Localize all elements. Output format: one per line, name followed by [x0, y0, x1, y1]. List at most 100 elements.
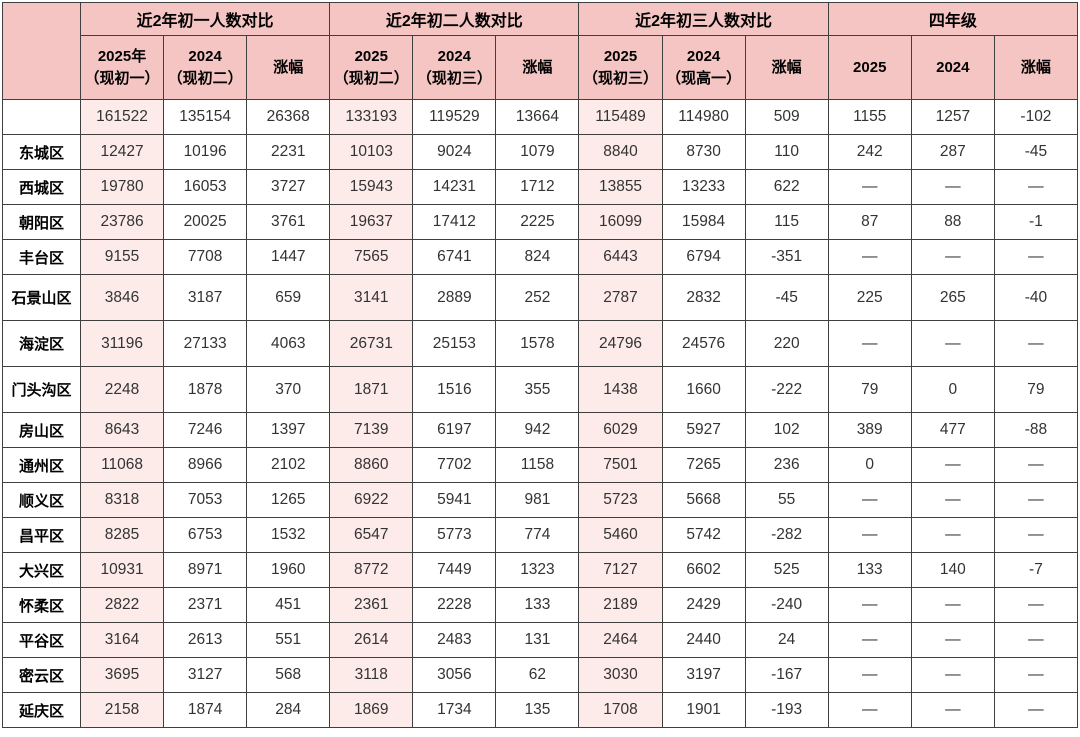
col-header-g8-2025: 2025 （现初二） — [329, 35, 414, 100]
row-label: 朝阳区 — [2, 204, 81, 240]
cell: 0 — [827, 447, 912, 483]
cell: 370 — [246, 366, 331, 413]
cell: 13233 — [661, 169, 746, 205]
cell: 7449 — [412, 552, 497, 588]
cell: 4063 — [246, 320, 331, 367]
cell: — — [827, 657, 912, 693]
cell: 8318 — [79, 482, 165, 518]
col-header-g9-change: 涨幅 — [744, 35, 829, 100]
cell: -45 — [993, 134, 1079, 170]
cell: 161522 — [79, 99, 165, 135]
col-header-g8-2024: 2024 （现初三） — [412, 35, 497, 100]
cell: 8971 — [163, 552, 248, 588]
cell: 79 — [993, 366, 1079, 413]
table-row: 怀柔区 2822 2371 451 2361 2228 133 2189 242… — [2, 587, 1079, 623]
cell: 1708 — [578, 692, 663, 728]
cell: — — [993, 622, 1079, 658]
cell: 2225 — [495, 204, 580, 240]
cell: 26368 — [246, 99, 331, 135]
cell: 1447 — [246, 239, 331, 275]
cell: — — [993, 657, 1079, 693]
cell: 0 — [910, 366, 995, 413]
cell: 3761 — [246, 204, 331, 240]
cell: 981 — [495, 482, 580, 518]
table-body: 161522 135154 26368 133193 119529 13664 … — [2, 99, 1079, 728]
cell: 2614 — [329, 622, 414, 658]
cell: -45 — [744, 274, 829, 321]
column-header-row: 2025年 （现初一） 2024 （现初二） 涨幅 2025 （现初二） 202… — [3, 35, 1079, 100]
cell: 2440 — [661, 622, 746, 658]
table-header: 近2年初一人数对比 近2年初二人数对比 近2年初三人数对比 四年级 2025年 … — [2, 2, 1079, 100]
col-header-g4-2024: 2024 — [910, 35, 995, 100]
cell: 110 — [744, 134, 829, 170]
cell: 8860 — [329, 447, 414, 483]
group-title-grade7: 近2年初一人数对比 — [79, 2, 331, 36]
row-label: 平谷区 — [2, 622, 81, 658]
cell: 2361 — [329, 587, 414, 623]
cell: 774 — [495, 517, 580, 553]
cell: 6197 — [412, 412, 497, 448]
cell: 1155 — [827, 99, 912, 135]
cell: 2464 — [578, 622, 663, 658]
cell: 9155 — [79, 239, 165, 275]
cell: 6753 — [163, 517, 248, 553]
cell: — — [910, 320, 995, 367]
row-label: 丰台区 — [2, 239, 81, 275]
cell: 24796 — [578, 320, 663, 367]
cell: 1079 — [495, 134, 580, 170]
row-label: 通州区 — [2, 447, 81, 483]
cell: 1516 — [412, 366, 497, 413]
cell: 1532 — [246, 517, 331, 553]
cell: 14231 — [412, 169, 497, 205]
cell: 9024 — [412, 134, 497, 170]
cell: 131 — [495, 622, 580, 658]
row-label: 海淀区 — [2, 320, 81, 367]
col-header-g4-2025: 2025 — [827, 35, 912, 100]
cell: 5927 — [661, 412, 746, 448]
cell: 824 — [495, 239, 580, 275]
cell: 5941 — [412, 482, 497, 518]
cell: 25153 — [412, 320, 497, 367]
cell: 11068 — [79, 447, 165, 483]
cell: 265 — [910, 274, 995, 321]
cell: -7 — [993, 552, 1079, 588]
cell: 3056 — [412, 657, 497, 693]
cell: 3727 — [246, 169, 331, 205]
col-header-g7-2024: 2024 （现初二） — [163, 35, 248, 100]
cell: 115489 — [578, 99, 663, 135]
cell: 2787 — [578, 274, 663, 321]
cell: 659 — [246, 274, 331, 321]
col-header-g7-change: 涨幅 — [246, 35, 331, 100]
cell: 133 — [495, 587, 580, 623]
cell: — — [827, 482, 912, 518]
cell: 942 — [495, 412, 580, 448]
cell: 2822 — [79, 587, 165, 623]
cell: 3846 — [79, 274, 165, 321]
cell: 7139 — [329, 412, 414, 448]
cell: — — [827, 587, 912, 623]
cell: 568 — [246, 657, 331, 693]
col-header-g4-change: 涨幅 — [993, 35, 1079, 100]
cell: 87 — [827, 204, 912, 240]
cell: — — [910, 587, 995, 623]
cell: 135 — [495, 692, 580, 728]
cell: 3118 — [329, 657, 414, 693]
table-row: 门头沟区 2248 1878 370 1871 1516 355 1438 16… — [2, 366, 1079, 413]
cell: 1578 — [495, 320, 580, 367]
cell: 3141 — [329, 274, 414, 321]
cell: 5460 — [578, 517, 663, 553]
cell: 3197 — [661, 657, 746, 693]
cell: 6741 — [412, 239, 497, 275]
cell: 622 — [744, 169, 829, 205]
cell: 1438 — [578, 366, 663, 413]
group-title-grade8: 近2年初二人数对比 — [329, 2, 580, 36]
cell: 2483 — [412, 622, 497, 658]
cell: 8285 — [79, 517, 165, 553]
cell: — — [827, 622, 912, 658]
cell: 13855 — [578, 169, 663, 205]
cell: 284 — [246, 692, 331, 728]
cell: 6602 — [661, 552, 746, 588]
cell: 17412 — [412, 204, 497, 240]
cell: 13664 — [495, 99, 580, 135]
